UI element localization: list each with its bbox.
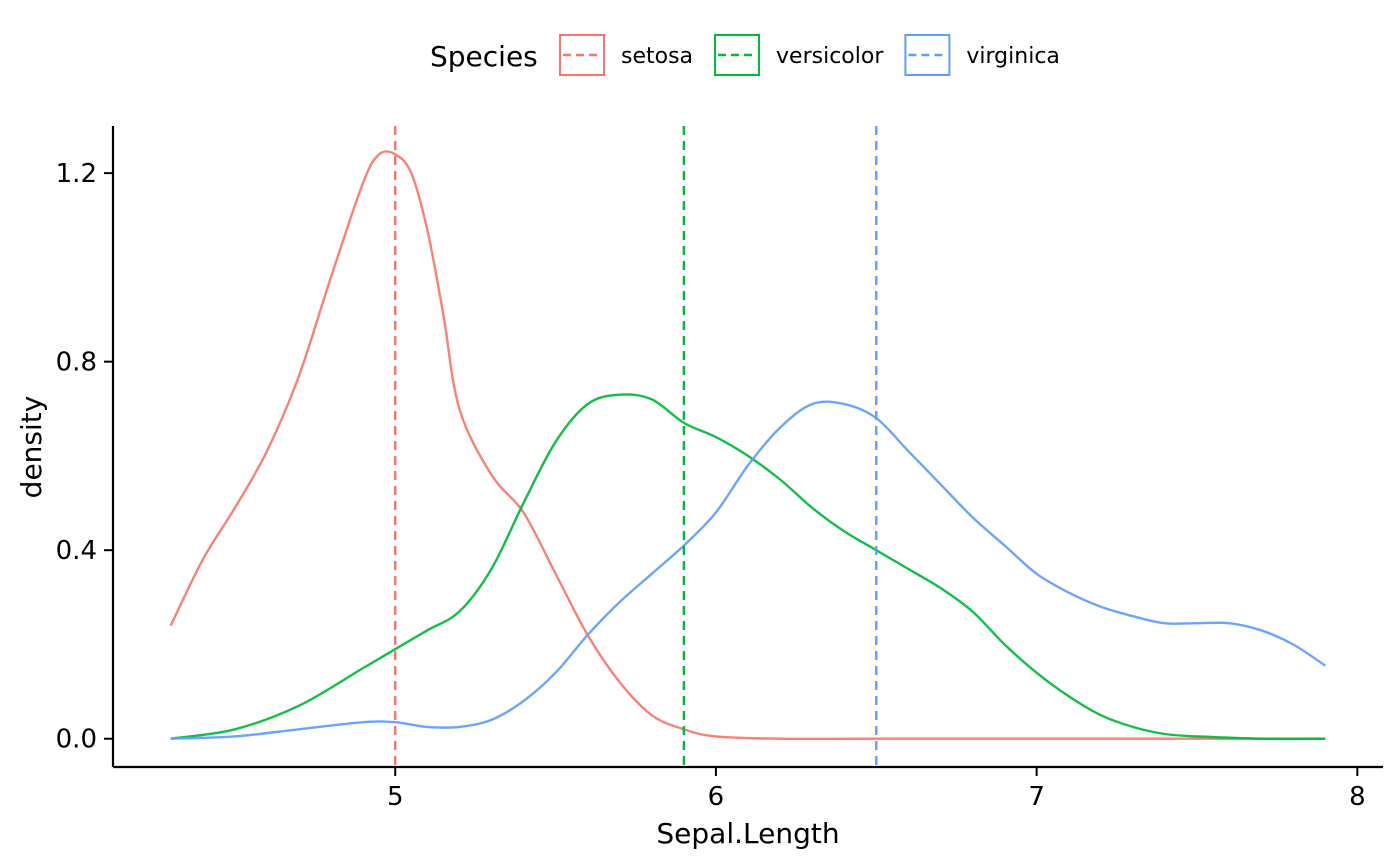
x-tick-label: 7 <box>1028 782 1045 812</box>
legend-title: Species <box>430 40 538 73</box>
y-tick-label: 0.4 <box>56 536 97 566</box>
mean-lines <box>394 126 878 767</box>
density-curves <box>169 150 1326 741</box>
legend: Species setosa versicolor virginica <box>430 34 1060 76</box>
x-axis-title: Sepal.Length <box>656 817 839 850</box>
legend-items: setosa versicolor virginica <box>559 34 1060 76</box>
y-tick-label: 1.2 <box>56 159 97 189</box>
y-axis-ticks: 0.0 0.4 0.8 1.2 <box>56 159 113 755</box>
legend-label-setosa: setosa <box>621 44 693 69</box>
density-line-virginica <box>170 400 1326 740</box>
x-tick-label: 6 <box>708 782 725 812</box>
legend-label-virginica: virginica <box>966 44 1060 69</box>
density-line-versicolor <box>170 393 1326 741</box>
density-line-setosa <box>169 150 1326 741</box>
y-tick-label: 0.0 <box>56 725 97 755</box>
x-axis-ticks: 5 6 7 8 <box>387 767 1366 812</box>
y-axis-title: density <box>15 396 48 499</box>
y-tick-label: 0.8 <box>56 348 97 378</box>
plot-area <box>169 126 1326 767</box>
x-tick-label: 5 <box>387 782 404 812</box>
x-tick-label: 8 <box>1349 782 1366 812</box>
legend-label-versicolor: versicolor <box>776 44 884 69</box>
